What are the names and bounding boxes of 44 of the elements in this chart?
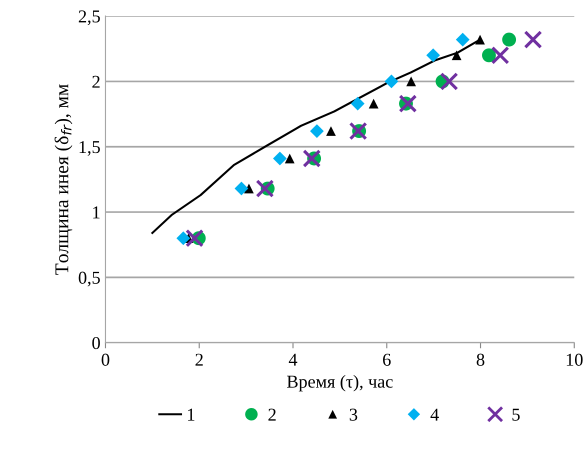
x-tick-label: 0 [102,354,110,366]
point [482,48,496,62]
point [244,184,254,194]
legend-label: 3 [350,408,358,421]
x-tick-label: 8 [476,354,484,366]
y-tick-label: 0,5 [78,272,100,286]
y-tick-label: 2 [92,76,100,88]
point [456,32,470,46]
legend-label: 4 [430,408,439,421]
point [302,149,321,168]
x-tick-label: 6 [383,354,391,366]
point [398,94,418,113]
point [348,122,368,140]
point [502,32,516,47]
point [426,48,440,62]
y-axis-title: Толщина инея (δ$_{fr}$), мм [54,84,72,275]
point [350,96,365,111]
point [234,182,248,196]
point [406,76,416,86]
point [273,152,287,166]
x-tick-label: 4 [288,354,298,366]
point [310,124,324,138]
legend-label: 1 [188,408,194,421]
point [284,154,295,164]
x-tick-label: 2 [196,354,203,366]
x-axis-title: Время (τ), час [287,375,393,392]
legend-label: 5 [512,408,520,421]
legend-label: 2 [268,408,276,421]
y-tick-label: 1,5 [80,141,100,156]
x-tick-label: 10 [566,354,583,366]
point [256,179,274,198]
y-tick-label: 1 [93,206,100,218]
point [440,72,458,91]
point [452,50,462,60]
point [185,229,204,248]
y-tick-label: 0 [92,336,100,350]
point [326,126,336,136]
point [491,46,510,64]
y-tick-label: 2,5 [78,10,100,26]
point [524,30,542,49]
point [368,98,378,108]
point [176,231,190,246]
point [475,34,485,44]
point [384,74,398,88]
